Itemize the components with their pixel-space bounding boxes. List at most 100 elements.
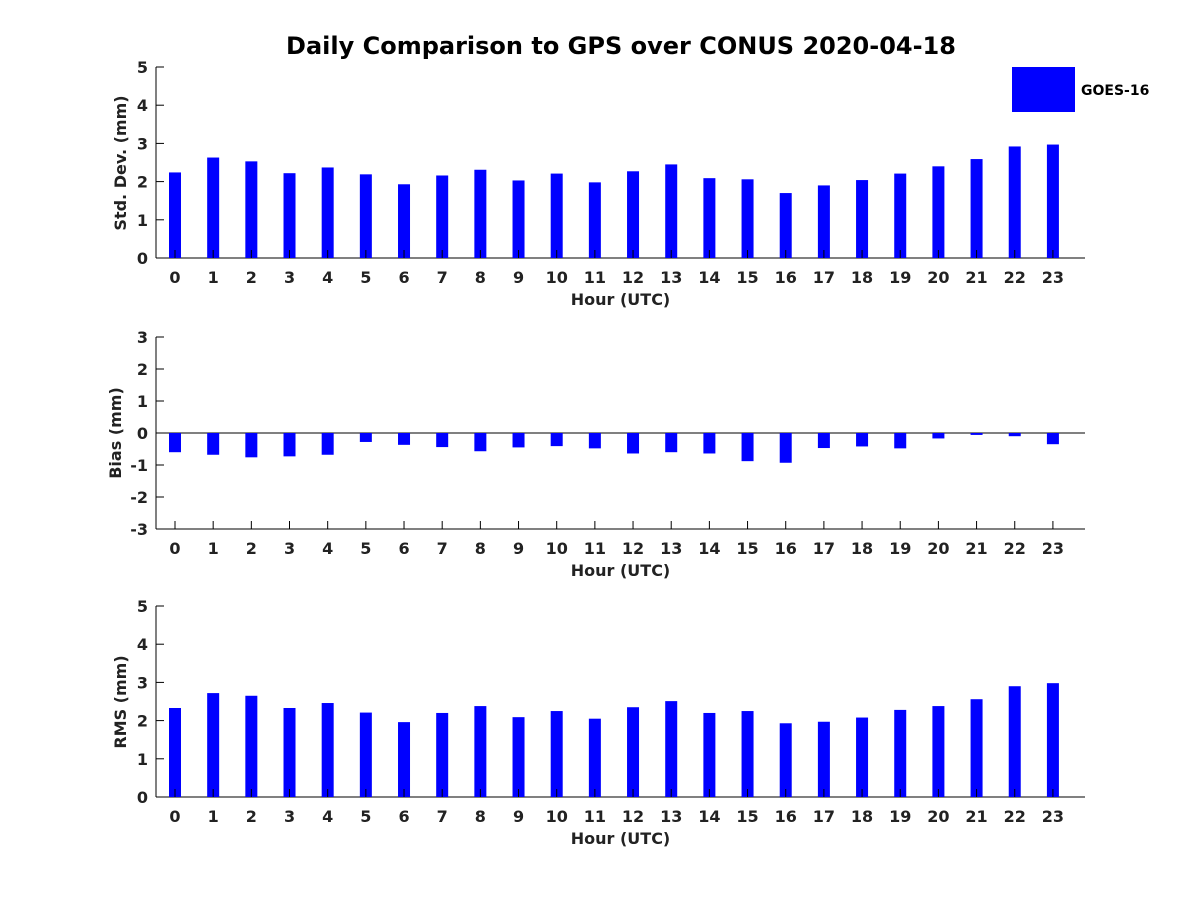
- x-tick-label: 20: [927, 268, 949, 287]
- y-tick-label: 0: [137, 424, 148, 443]
- x-tick-label: 23: [1042, 268, 1064, 287]
- bar-hour-18: [856, 717, 869, 797]
- y-tick-label: -2: [130, 488, 148, 507]
- y-tick-label: -3: [130, 520, 148, 539]
- x-tick-label: 4: [322, 539, 333, 558]
- x-tick-label: 5: [360, 807, 371, 826]
- x-tick-label: 10: [546, 539, 568, 558]
- x-tick-label: 0: [169, 807, 180, 826]
- x-tick-label: 11: [584, 268, 606, 287]
- x-axis-label: Hour (UTC): [571, 561, 671, 580]
- x-tick-label: 20: [927, 539, 949, 558]
- bar-hour-4: [321, 167, 334, 258]
- x-tick-label: 16: [775, 539, 797, 558]
- y-axis-label: RMS (mm): [111, 655, 130, 748]
- x-tick-label: 8: [475, 539, 486, 558]
- y-tick-label: -1: [130, 456, 148, 475]
- x-tick-label: 4: [322, 807, 333, 826]
- x-tick-label: 21: [965, 268, 987, 287]
- x-tick-label: 18: [851, 268, 873, 287]
- bar-hour-2: [245, 433, 258, 458]
- x-tick-label: 1: [208, 268, 219, 287]
- bar-hour-22: [1008, 146, 1021, 258]
- legend-swatch: [1012, 67, 1075, 112]
- bar-hour-8: [474, 706, 487, 797]
- x-tick-label: 18: [851, 807, 873, 826]
- y-tick-label: 3: [137, 134, 148, 153]
- x-tick-label: 0: [169, 539, 180, 558]
- x-tick-label: 21: [965, 807, 987, 826]
- x-tick-label: 18: [851, 539, 873, 558]
- y-tick-label: 3: [137, 328, 148, 347]
- y-axis-label: Std. Dev. (mm): [111, 95, 130, 230]
- bar-hour-9: [512, 433, 525, 448]
- bar-hour-18: [856, 433, 869, 447]
- x-tick-label: 10: [546, 268, 568, 287]
- x-tick-label: 11: [584, 539, 606, 558]
- bar-hour-0: [169, 433, 181, 453]
- x-tick-label: 19: [889, 539, 911, 558]
- x-tick-label: 15: [736, 539, 758, 558]
- x-tick-label: 6: [398, 807, 409, 826]
- y-tick-label: 1: [137, 750, 148, 769]
- y-tick-label: 1: [137, 392, 148, 411]
- x-tick-label: 4: [322, 268, 333, 287]
- x-tick-label: 17: [813, 539, 835, 558]
- bar-hour-11: [588, 433, 601, 449]
- x-tick-label: 12: [622, 539, 644, 558]
- bar-hour-17: [817, 433, 830, 449]
- x-tick-label: 23: [1042, 807, 1064, 826]
- bar-hour-23: [1046, 683, 1059, 797]
- bar-hour-7: [436, 712, 449, 797]
- y-tick-label: 0: [137, 249, 148, 268]
- x-tick-label: 22: [1004, 268, 1026, 287]
- x-tick-label: 7: [437, 539, 448, 558]
- bar-hour-4: [321, 433, 334, 455]
- x-tick-label: 23: [1042, 539, 1064, 558]
- bar-hour-22: [1008, 433, 1021, 437]
- bar-hour-10: [550, 711, 563, 797]
- bar-hour-16: [779, 723, 792, 797]
- x-tick-label: 15: [736, 268, 758, 287]
- x-tick-label: 0: [169, 268, 180, 287]
- bar-hour-1: [207, 433, 220, 455]
- y-tick-label: 2: [137, 360, 148, 379]
- x-tick-label: 10: [546, 807, 568, 826]
- bar-hour-5: [359, 712, 372, 797]
- x-tick-label: 5: [360, 268, 371, 287]
- y-tick-label: 4: [137, 96, 148, 115]
- y-tick-label: 2: [137, 173, 148, 192]
- x-tick-label: 17: [813, 268, 835, 287]
- bar-hour-0: [169, 707, 181, 797]
- x-tick-label: 16: [775, 807, 797, 826]
- bar-hour-3: [283, 173, 296, 258]
- bar-hour-21: [970, 159, 983, 258]
- x-tick-label: 8: [475, 268, 486, 287]
- bar-hour-20: [932, 433, 945, 439]
- bar-hour-14: [703, 712, 716, 797]
- bar-hour-7: [436, 433, 449, 448]
- bar-hour-2: [245, 161, 258, 258]
- x-tick-label: 12: [622, 807, 644, 826]
- bar-hour-0: [169, 172, 181, 258]
- x-tick-label: 22: [1004, 539, 1026, 558]
- bar-hour-5: [359, 433, 372, 442]
- x-tick-label: 15: [736, 807, 758, 826]
- x-tick-label: 2: [246, 539, 257, 558]
- x-tick-label: 19: [889, 268, 911, 287]
- y-tick-label: 3: [137, 673, 148, 692]
- x-tick-label: 11: [584, 807, 606, 826]
- bar-hour-11: [588, 718, 601, 797]
- bar-hour-13: [665, 701, 678, 797]
- y-tick-label: 2: [137, 712, 148, 731]
- bar-hour-17: [817, 185, 830, 258]
- bar-hour-16: [779, 433, 792, 463]
- bar-hour-9: [512, 180, 525, 258]
- x-tick-label: 9: [513, 268, 524, 287]
- bar-hour-8: [474, 169, 487, 258]
- x-tick-label: 3: [284, 268, 295, 287]
- x-tick-label: 13: [660, 268, 682, 287]
